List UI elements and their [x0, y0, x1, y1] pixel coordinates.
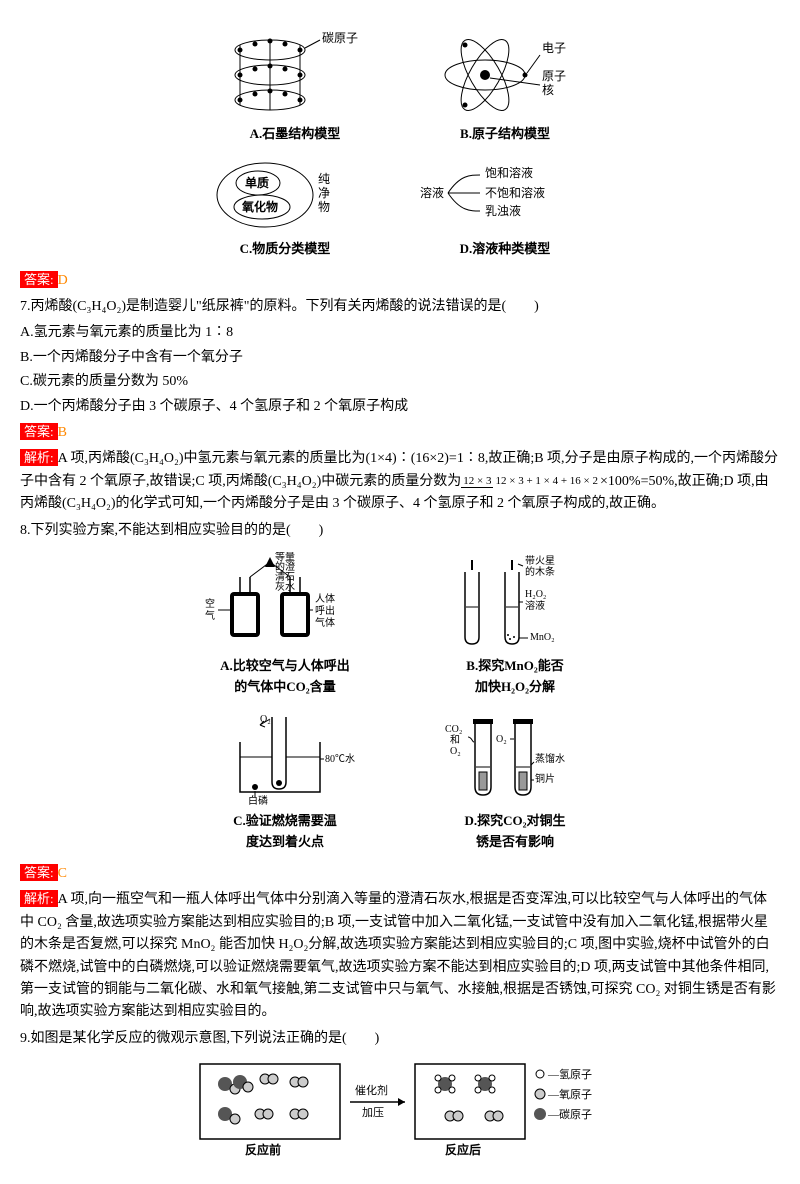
nucleus-label-2: 核 [542, 83, 554, 97]
svg-text:—氧原子: —氧原子 [547, 1087, 592, 1101]
solution-svg: 溶液 饱和溶液 不饱和溶液 乳浊液 [420, 155, 590, 235]
answer-7-label: 答案: [20, 423, 58, 440]
answer-6-label: 答案: [20, 271, 58, 288]
figure-b: 电子 原子 核 B.原子结构模型 [430, 30, 580, 145]
analysis-7-label: 解析: [20, 449, 58, 466]
fraction: 12 × 312 × 3 + 1 × 4 + 16 × 2 [461, 473, 600, 491]
svg-text:氧化物: 氧化物 [241, 199, 278, 214]
svg-text:CO₂: CO₂ [445, 724, 462, 735]
svg-text:O₂: O₂ [496, 734, 507, 745]
q8-figure-row-2: O₂ 80℃水 白磷 C.验证燃烧需要温 度达到着火点 CO₂ 和 O₂ O₂ [20, 707, 780, 853]
q8-figure-d: CO₂ 和 O₂ O₂ 蒸馏水 铜片 D.探究CO₂对铜生 锈是否有影响 [430, 707, 600, 853]
svg-text:溶液: 溶液 [420, 185, 444, 200]
answer-8-value: C [58, 866, 67, 881]
svg-text:O₂: O₂ [450, 746, 461, 757]
figure-d: 溶液 饱和溶液 不饱和溶液 乳浊液 D.溶液种类模型 [420, 155, 590, 260]
svg-text:—氢原子: —氢原子 [547, 1067, 592, 1081]
atom-svg: 电子 原子 核 [430, 30, 580, 120]
svg-text:铜片: 铜片 [535, 772, 555, 785]
svg-text:—碳原子: —碳原子 [547, 1107, 592, 1121]
svg-text:和: 和 [450, 734, 460, 746]
svg-text:呼出: 呼出 [315, 604, 335, 617]
q8c-caption: C.验证燃烧需要温 度达到着火点 [200, 811, 370, 853]
figure-b-caption: B.原子结构模型 [430, 124, 580, 145]
svg-text:溶液: 溶液 [525, 599, 545, 612]
analysis-8-label: 解析: [20, 890, 58, 907]
q9-stem: 9.如图是某化学反应的微观示意图,下列说法正确的是( ) [20, 1028, 780, 1050]
svg-text:单质: 单质 [245, 175, 269, 190]
analysis-8-text: A 项,向一瓶空气和一瓶人体呼出气体中分别滴入等量的澄清石灰水,根据是否变浑浊,… [20, 892, 776, 1019]
figure-c-caption: C.物质分类模型 [210, 239, 360, 260]
analysis-8: 解析:A 项,向一瓶空气和一瓶人体呼出气体中分别滴入等量的澄清石灰水,根据是否变… [20, 889, 780, 1023]
figure-a: 碳原子 A.石墨结构模型 [220, 30, 370, 145]
q9-svg: 反应前 催化剂 加压 反应后 —氢原子 —氧原子 —碳原子 [190, 1054, 610, 1164]
q8b-caption: B.探究MnO₂能否 加快H₂O₂分解 [430, 656, 600, 698]
svg-text:纯: 纯 [318, 172, 330, 186]
carbon-atom-label: 碳原子 [322, 31, 358, 45]
q8-figure-row-1: 等量 的澄 清石 灰水 空 气 人体 呼出 气体 A.比较空气与人体呼出 的气体… [20, 552, 780, 698]
q7-opt-d: D.一个丙烯酸分子由 3 个碳原子、4 个氢原子和 2 个氧原子构成 [20, 396, 780, 418]
q8-stem: 8.下列实验方案,不能达到相应实验目的的是( ) [20, 520, 780, 542]
svg-text:加压: 加压 [362, 1106, 384, 1119]
fraction-num: 12 × 3 [461, 475, 493, 488]
q7-opt-a: A.氢元素与氧元素的质量比为 1∶8 [20, 322, 780, 344]
svg-text:净: 净 [318, 186, 330, 200]
svg-text:空: 空 [205, 597, 215, 610]
q8d-svg: CO₂ 和 O₂ O₂ 蒸馏水 铜片 [430, 707, 600, 807]
nucleus-label-1: 原子 [542, 69, 566, 83]
q8-figure-c: O₂ 80℃水 白磷 C.验证燃烧需要温 度达到着火点 [200, 707, 370, 853]
answer-8: 答案:C [20, 863, 780, 885]
q8a-svg: 等量 的澄 清石 灰水 空 气 人体 呼出 气体 [200, 552, 370, 652]
fraction-den: 12 × 3 + 1 × 4 + 16 × 2 [493, 475, 600, 487]
before-label: 反应前 [245, 1142, 281, 1157]
figure-d-caption: D.溶液种类模型 [420, 239, 590, 260]
svg-text:不饱和溶液: 不饱和溶液 [485, 185, 545, 200]
q8b-svg: 带火星 的木条 H₂O₂ 溶液 MnO₂ [430, 552, 600, 652]
q8d-caption: D.探究CO₂对铜生 锈是否有影响 [430, 811, 600, 853]
q7-opt-c: C.碳元素的质量分数为 50% [20, 371, 780, 393]
q8a-caption: A.比较空气与人体呼出 的气体中CO₂含量 [200, 656, 370, 698]
answer-8-label: 答案: [20, 864, 58, 881]
figure-row-2: 单质 氧化物 纯 净 物 C.物质分类模型 溶液 饱和溶液 不饱和溶液 乳浊液 … [20, 155, 780, 260]
svg-text:灰水: 灰水 [275, 580, 295, 593]
analysis-7: 解析:A 项,丙烯酸(C₃H₄O₂)中氢元素与氧元素的质量比为(1×4)∶(16… [20, 448, 780, 515]
svg-text:饱和溶液: 饱和溶液 [485, 165, 533, 180]
classification-svg: 单质 氧化物 纯 净 物 [210, 155, 360, 235]
svg-text:白磷: 白磷 [248, 794, 268, 807]
electron-label: 电子 [542, 41, 566, 55]
graphite-svg: 碳原子 [220, 30, 370, 120]
answer-7: 答案:B [20, 422, 780, 444]
figure-a-caption: A.石墨结构模型 [220, 124, 370, 145]
svg-text:蒸馏水: 蒸馏水 [535, 752, 565, 765]
svg-text:乳浊液: 乳浊液 [485, 203, 521, 218]
svg-text:的木条: 的木条 [525, 565, 555, 578]
after-label: 反应后 [445, 1142, 481, 1157]
q8-figure-b: 带火星 的木条 H₂O₂ 溶液 MnO₂ B.探究MnO₂能否 加快H₂O₂分解 [430, 552, 600, 698]
svg-text:人体: 人体 [315, 593, 335, 605]
svg-text:气体: 气体 [315, 616, 335, 629]
figure-c: 单质 氧化物 纯 净 物 C.物质分类模型 [210, 155, 360, 260]
svg-text:MnO₂: MnO₂ [530, 632, 555, 643]
q9-figure: 反应前 催化剂 加压 反应后 —氢原子 —氧原子 —碳原子 [20, 1054, 780, 1164]
svg-text:催化剂: 催化剂 [355, 1083, 388, 1097]
q7-stem: 7.丙烯酸(C₃H₄O₂)是制造婴儿"纸尿裤"的原料。下列有关丙烯酸的说法错误的… [20, 296, 780, 318]
answer-7-value: B [58, 425, 67, 440]
svg-text:气: 气 [205, 609, 215, 622]
svg-text:带火星: 带火星 [525, 555, 555, 567]
q8-figure-a: 等量 的澄 清石 灰水 空 气 人体 呼出 气体 A.比较空气与人体呼出 的气体… [200, 552, 370, 698]
svg-text:80℃水: 80℃水 [325, 753, 355, 765]
q7-opt-b: B.一个丙烯酸分子中含有一个氧分子 [20, 347, 780, 369]
figure-row-1: 碳原子 A.石墨结构模型 电子 原子 核 B.原子结构模型 [20, 30, 780, 145]
q8c-svg: O₂ 80℃水 白磷 [200, 707, 370, 807]
svg-text:物: 物 [318, 200, 330, 214]
answer-6-value: D [58, 273, 68, 288]
answer-6: 答案:D [20, 270, 780, 292]
svg-text:H₂O₂: H₂O₂ [525, 589, 546, 600]
